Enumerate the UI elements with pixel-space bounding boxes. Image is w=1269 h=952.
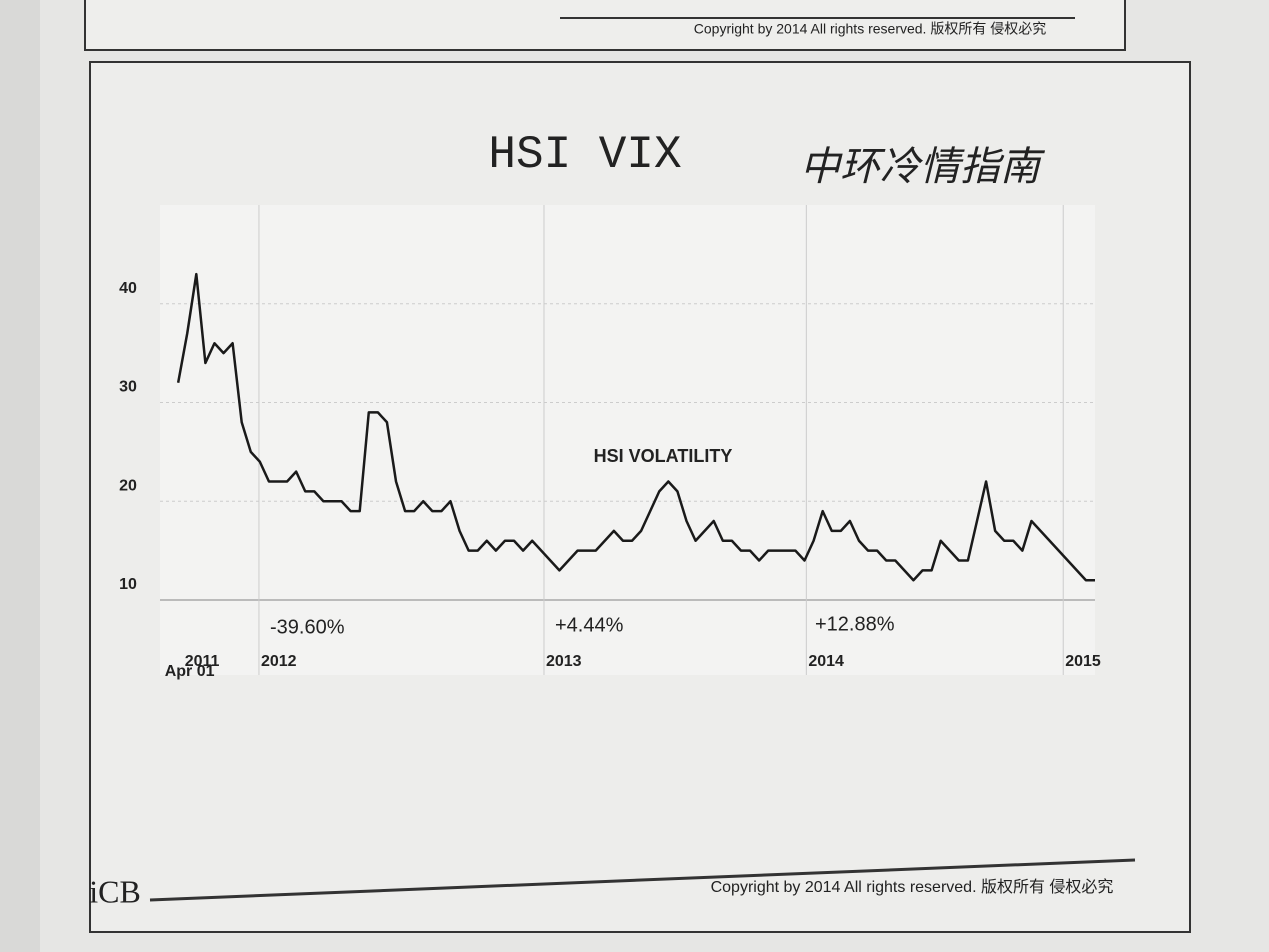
copyright: Copyright by 2014 All rights reserved. 版…: [711, 878, 1114, 896]
annotation: +4.44%: [555, 614, 624, 636]
x-tick-label: 2012: [261, 653, 297, 670]
y-tick-label: 40: [119, 280, 137, 297]
series-label: HSI VOLATILITY: [594, 446, 733, 466]
x-tick-label: 2011: [185, 653, 220, 670]
y-tick-label: 30: [119, 379, 137, 396]
x-tick-label: Apr 01: [165, 663, 215, 680]
copyright: Copyright by 2014 All rights reserved. 版…: [694, 21, 1046, 37]
y-tick-label: 20: [119, 477, 137, 494]
annotation: -39.60%: [270, 616, 345, 638]
chart-title: HSI VIX: [488, 129, 681, 181]
logo: iCB: [89, 873, 141, 909]
x-tick-label: 2014: [808, 653, 844, 670]
rule: [149, 858, 1136, 902]
plot-bg: [160, 205, 1095, 675]
handwritten-title: 中环冷情指南: [800, 144, 1046, 190]
prev-frame: [84, 0, 1126, 51]
line: [176, 272, 1095, 582]
annotation: +12.88%: [815, 613, 895, 635]
x-tick-label: 2013: [546, 653, 582, 670]
x-tick-label: 2015: [1065, 653, 1101, 670]
y-tick-label: 10: [119, 576, 137, 593]
